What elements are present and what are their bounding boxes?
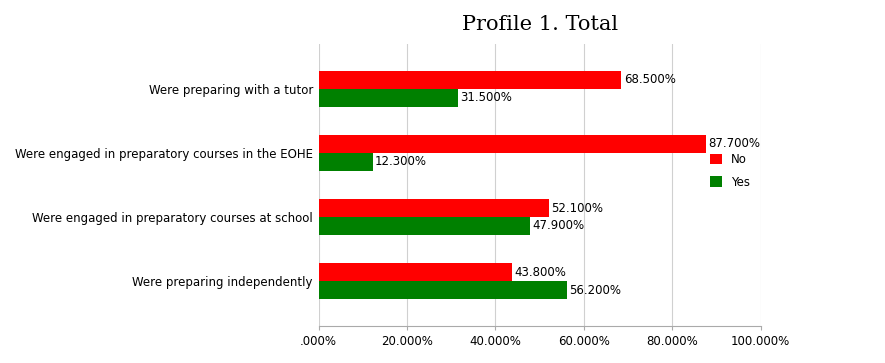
Text: 68.500%: 68.500% xyxy=(624,73,675,86)
Text: 52.100%: 52.100% xyxy=(551,201,604,215)
Legend: No, Yes: No, Yes xyxy=(705,148,755,193)
Bar xyxy=(319,263,512,281)
Bar xyxy=(319,71,621,89)
Text: 47.900%: 47.900% xyxy=(533,220,585,232)
Bar xyxy=(319,89,458,107)
Bar xyxy=(319,135,706,153)
Text: 12.300%: 12.300% xyxy=(375,155,427,168)
Bar xyxy=(319,217,530,235)
Text: 31.500%: 31.500% xyxy=(460,91,512,104)
Title: Profile 1. Total: Profile 1. Total xyxy=(462,15,618,34)
Bar xyxy=(319,153,373,171)
Text: 87.700%: 87.700% xyxy=(709,138,760,150)
Bar xyxy=(319,199,549,217)
Bar xyxy=(319,281,567,299)
Text: 43.800%: 43.800% xyxy=(514,266,566,279)
Text: 56.200%: 56.200% xyxy=(569,284,621,297)
